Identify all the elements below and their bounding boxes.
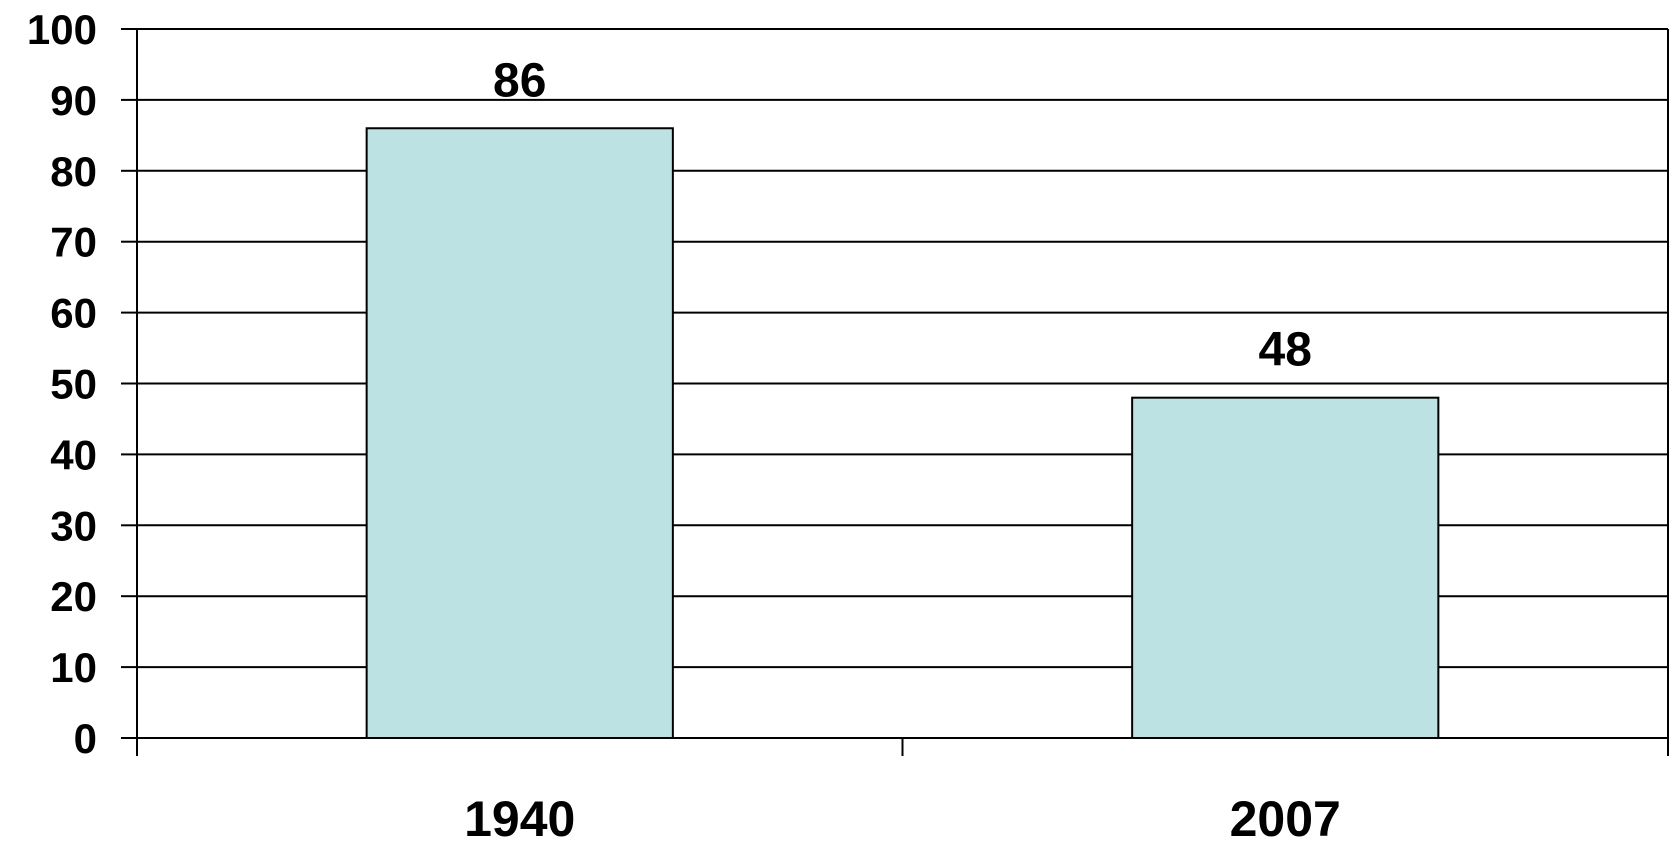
y-tick-label: 10: [50, 644, 97, 691]
y-tick-label: 20: [50, 573, 97, 620]
y-tick-label: 60: [50, 290, 97, 337]
x-tick-label-2007: 2007: [1230, 791, 1341, 841]
y-tick-label: 70: [50, 219, 97, 266]
y-tick-label: 90: [50, 77, 97, 124]
y-tick-label: 30: [50, 502, 97, 549]
y-tick-label: 80: [50, 148, 97, 195]
y-tick-label: 100: [27, 6, 97, 53]
x-tick-label-1940: 1940: [464, 791, 575, 841]
y-tick-label: 50: [50, 361, 97, 408]
y-tick-label: 40: [50, 431, 97, 478]
labels: 0 10 20 30 40 50 60 70 80 90 100 86 1940 48 2007: [27, 6, 1341, 841]
data-label-1940: 86: [493, 54, 546, 107]
bars: [365, 127, 1440, 739]
data-label-2007: 48: [1259, 324, 1312, 377]
y-tick-label: 0: [74, 715, 97, 762]
bar-2007: [1131, 396, 1440, 739]
axes: [121, 28, 1669, 756]
bar-1940: [365, 127, 674, 739]
